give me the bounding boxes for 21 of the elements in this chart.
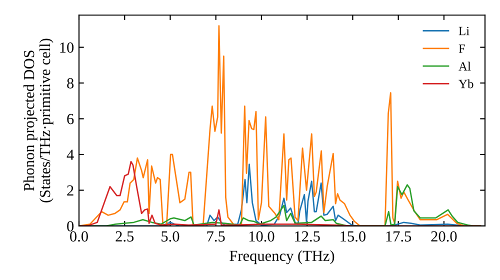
y-tick-label: 0 [67,221,74,232]
x-tick-label: 7.5 [207,231,225,242]
x-tick-label: 12.5 [295,231,320,242]
x-tick-label: 15.0 [340,231,366,242]
x-axis-title: Frequency (THz) [230,250,334,264]
y-axis-title: Phonon projected DOS (States/THz·primitive cell) [23,38,54,202]
y-tick-label: 6 [67,114,74,124]
legend-label: Yb [458,79,474,88]
x-tick-label: 2.5 [116,231,134,242]
legend-label: Li [458,26,470,36]
x-tick-label: 10.0 [249,231,274,242]
x-tick-label: 20.0 [431,231,457,242]
x-tick-label: 17.5 [386,231,412,242]
y-tick-label: 4 [66,150,74,160]
x-tick-label: 5.0 [162,231,180,242]
x-tick-label: 0.0 [70,231,88,242]
legend-label: F [458,44,465,53]
y-tick-label: 10 [60,42,74,53]
y-tick-label: 8 [67,78,74,88]
legend-label: Al [458,62,471,70]
y-tick-label: 2 [67,185,74,196]
